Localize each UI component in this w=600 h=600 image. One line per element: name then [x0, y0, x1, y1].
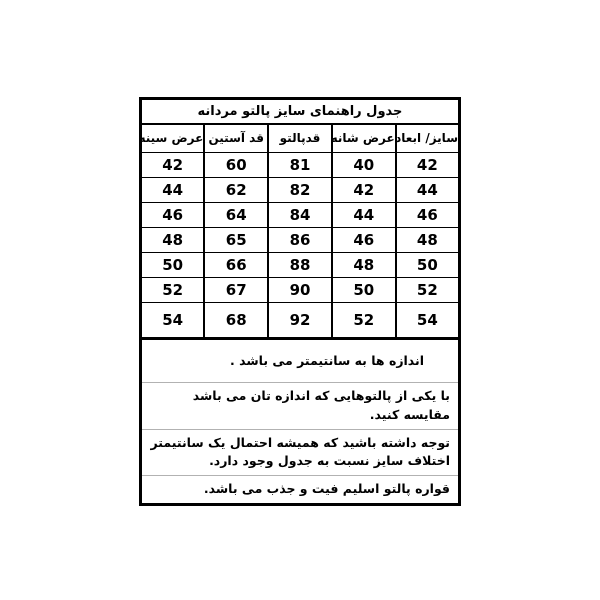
- cell-shoulder-width: 40: [330, 152, 397, 178]
- cell-chest-width: 48: [139, 227, 206, 253]
- column-header-size-dimensions: سایز/ ابعاد: [394, 122, 461, 153]
- cell-size: 48: [394, 227, 461, 253]
- table-row: 42 40 81 60 42: [139, 152, 461, 178]
- cell-coat-length: 92: [267, 302, 333, 340]
- title-row: جدول راهنمای سایز پالتو مردانه: [140, 98, 460, 125]
- note-row: توجه داشته باشید که همیشه احتمال یک سانت…: [140, 429, 460, 476]
- cell-sleeve-length: 62: [203, 177, 270, 203]
- cell-shoulder-width: 42: [330, 177, 397, 203]
- note-slim-fit: قواره پالتو اسلیم فیت و جذب می باشد.: [203, 481, 450, 496]
- cell-chest-width: 44: [139, 177, 206, 203]
- cell-sleeve-length: 68: [203, 302, 270, 340]
- cell-coat-length: 90: [267, 277, 333, 303]
- note-row: قواره پالتو اسلیم فیت و جذب می باشد.: [141, 476, 460, 505]
- column-header-shoulder-width: عرض شانه: [330, 122, 397, 153]
- cell-size: 44: [394, 177, 461, 203]
- cell-chest-width: 42: [139, 152, 206, 178]
- note-one-centimeter-tolerance: توجه داشته باشید که همیشه احتمال یک سانت…: [140, 429, 460, 476]
- cell-size: 42: [394, 152, 461, 178]
- table-row: 44 42 82 62 44: [139, 177, 461, 203]
- cell-coat-length: 84: [267, 202, 333, 228]
- cell-coat-length: 86: [267, 227, 333, 253]
- table-row: 52 50 90 67 52: [139, 277, 461, 303]
- note-units-centimeters: اندازه ها به سانتیمتر می باشد .: [140, 338, 460, 383]
- cell-shoulder-width: 52: [330, 302, 397, 340]
- cell-size: 54: [394, 302, 461, 340]
- table-row: 46 44 84 64 46: [139, 202, 461, 228]
- cell-shoulder-width: 50: [330, 277, 397, 303]
- table-row: 50 48 88 66 50: [139, 252, 461, 278]
- table-title: جدول راهنمای سایز پالتو مردانه: [140, 98, 460, 125]
- cell-sleeve-length: 65: [203, 227, 270, 253]
- cell-sleeve-length: 67: [203, 277, 270, 303]
- cell-sleeve-length: 60: [203, 152, 270, 178]
- cell-chest-width: 52: [139, 277, 206, 303]
- table-row: 54 52 92 68 54: [139, 302, 461, 340]
- size-chart-table: جدول راهنمای سایز پالتو مردانه سایز/ ابع…: [139, 97, 461, 506]
- cell-shoulder-width: 48: [330, 252, 397, 278]
- cell-shoulder-width: 44: [330, 202, 397, 228]
- cell-sleeve-length: 64: [203, 202, 270, 228]
- cell-chest-width: 54: [139, 302, 206, 340]
- column-header-coat-length: قدپالتو: [267, 122, 333, 153]
- column-header-sleeve-length: قد آستین: [203, 122, 270, 153]
- note-row: اندازه ها به سانتیمتر می باشد .: [140, 338, 460, 383]
- cell-chest-width: 50: [139, 252, 206, 278]
- cell-coat-length: 81: [267, 152, 333, 178]
- cell-coat-length: 88: [267, 252, 333, 278]
- cell-size: 50: [394, 252, 461, 278]
- cell-sleeve-length: 66: [203, 252, 270, 278]
- cell-size: 46: [394, 202, 461, 228]
- note-row: با یکی از پالتوهایی که اندازه تان می باش…: [140, 382, 460, 430]
- cell-coat-length: 82: [267, 177, 333, 203]
- cell-shoulder-width: 46: [330, 227, 397, 253]
- table-row: 48 46 86 65 48: [139, 227, 461, 253]
- cell-size: 52: [394, 277, 461, 303]
- cell-chest-width: 46: [139, 202, 206, 228]
- header-row: سایز/ ابعاد عرض شانه قدپالتو قد آستین عر…: [139, 122, 461, 153]
- note-compare-with-own-coat: با یکی از پالتوهایی که اندازه تان می باش…: [140, 382, 460, 430]
- column-header-chest-width: عرض سینه: [139, 122, 206, 153]
- notes-section: اندازه ها به سانتیمتر می باشد . با یکی ا…: [140, 338, 460, 505]
